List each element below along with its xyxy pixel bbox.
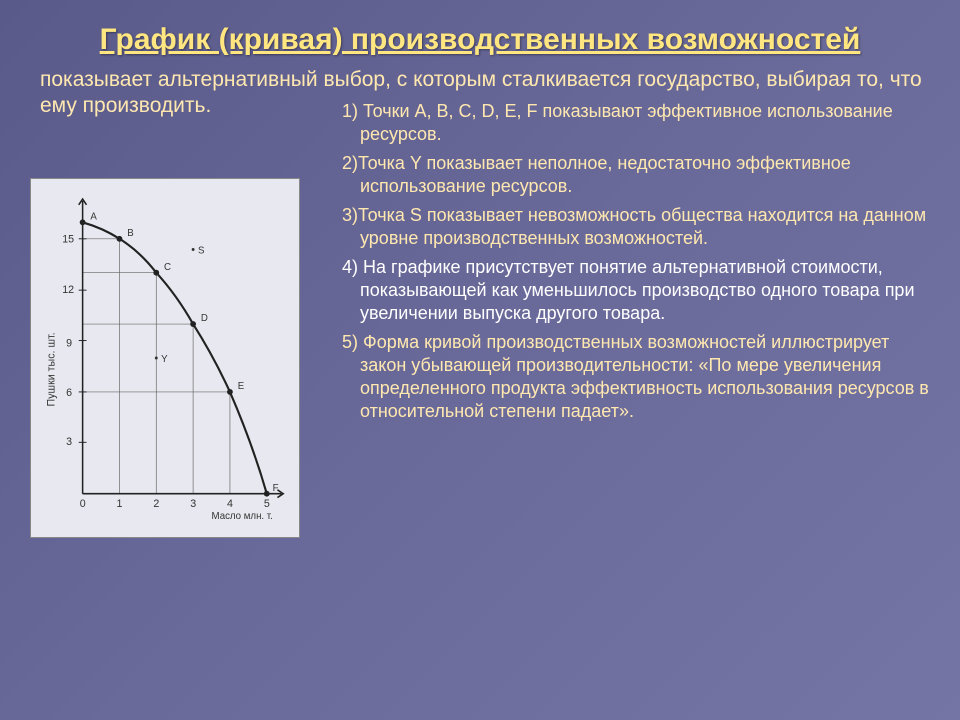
pt-B: B bbox=[127, 227, 133, 238]
ytick-3: 3 bbox=[66, 436, 72, 448]
ppf-chart: 3 6 9 12 15 0 1 2 3 4 5 bbox=[30, 178, 300, 538]
pt-C: C bbox=[164, 261, 171, 272]
pt-Y: Y bbox=[161, 353, 168, 364]
ytick-15: 15 bbox=[62, 233, 74, 245]
pt-S: S bbox=[198, 245, 205, 256]
ytick-12: 12 bbox=[62, 284, 74, 296]
xtick-5: 5 bbox=[264, 498, 270, 510]
pt-F: F bbox=[273, 482, 279, 493]
xtick-4: 4 bbox=[227, 498, 233, 510]
bullet-1: 1) Точки A, B, C, D, E, F показывают эфф… bbox=[312, 100, 930, 146]
pt-D: D bbox=[201, 313, 208, 324]
xtick-3: 3 bbox=[190, 498, 196, 510]
bullet-2: 2)Точка Y показывает неполное, недостато… bbox=[312, 152, 930, 198]
bullet-5: 5) Форма кривой производственных возможн… bbox=[312, 331, 930, 423]
pt-E: E bbox=[238, 381, 245, 392]
slide: График (кривая) производственных возможн… bbox=[0, 0, 960, 720]
ytick-6: 6 bbox=[66, 386, 72, 398]
xtick-2: 2 bbox=[153, 498, 159, 510]
chart-svg: 3 6 9 12 15 0 1 2 3 4 5 bbox=[39, 187, 291, 529]
xtick-1: 1 bbox=[117, 498, 123, 510]
bullet-3: 3)Точка S показывает невозможность общес… bbox=[312, 204, 930, 250]
ppf-curve bbox=[83, 222, 267, 493]
y-axis-label: Пушки тыс. шт. bbox=[46, 332, 58, 406]
x-axis-label: Масло млн. т. bbox=[212, 510, 273, 521]
ytick-9: 9 bbox=[66, 337, 72, 349]
content-row: 3 6 9 12 15 0 1 2 3 4 5 bbox=[30, 126, 930, 538]
bullet-4: 4) На графике присутствует понятие альте… bbox=[312, 256, 930, 325]
slide-title: График (кривая) производственных возможн… bbox=[30, 20, 930, 59]
xtick-0: 0 bbox=[80, 498, 86, 510]
bullet-list: 1) Точки A, B, C, D, E, F показывают эфф… bbox=[312, 126, 930, 538]
pt-A: A bbox=[90, 211, 97, 222]
